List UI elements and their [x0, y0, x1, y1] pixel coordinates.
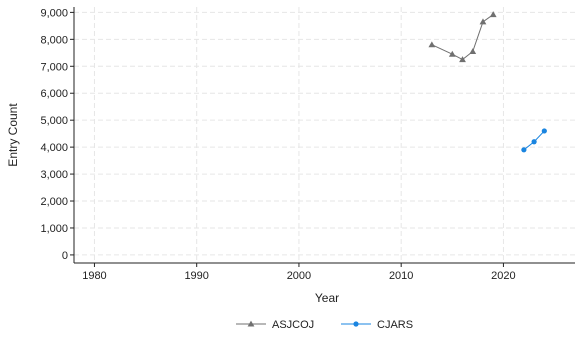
x-axis-title: Year — [315, 291, 339, 305]
data-point-asjcoj — [448, 50, 456, 57]
legend-marker-cjars — [353, 321, 359, 327]
y-tick-label: 9,000 — [40, 7, 68, 19]
series-cjars — [521, 128, 547, 153]
x-axis-ticks: 1980 1990 2000 2010 2020 — [82, 263, 516, 282]
legend: ASJCOJ CJARS — [236, 319, 413, 331]
legend-label-asjcoj: ASJCOJ — [272, 319, 314, 331]
y-tick-label: 0 — [62, 250, 68, 262]
legend-item-cjars: CJARS — [341, 319, 413, 331]
y-axis-title: Entry Count — [6, 103, 20, 167]
y-tick-label: 2,000 — [40, 196, 68, 208]
y-tick-label: 3,000 — [40, 169, 68, 181]
data-point-asjcoj — [459, 56, 466, 63]
y-tick-label: 8,000 — [40, 34, 68, 46]
data-point-asjcoj — [469, 48, 477, 55]
x-tick-label: 2000 — [287, 270, 311, 282]
y-tick-label: 6,000 — [40, 88, 68, 100]
y-tick-label: 5,000 — [40, 115, 68, 127]
plot-area — [74, 7, 575, 263]
legend-item-asjcoj: ASJCOJ — [236, 319, 314, 331]
x-tick-label: 2010 — [389, 270, 413, 282]
x-tick-label: 2020 — [491, 270, 515, 282]
axes — [73, 7, 575, 264]
y-axis-ticks: 0 1,000 2,000 3,000 4,000 5,000 6,000 7,000 8,00… — [40, 7, 74, 262]
x-tick-label: 1990 — [184, 270, 208, 282]
data-point-asjcoj — [428, 41, 436, 48]
x-tick-label: 1980 — [82, 270, 106, 282]
data-point-cjars — [531, 139, 537, 145]
y-tick-label: 1,000 — [40, 223, 68, 235]
data-point-asjcoj — [489, 11, 497, 18]
series-asjcoj — [428, 11, 497, 63]
grid-lines — [74, 7, 575, 263]
y-tick-label: 7,000 — [40, 61, 68, 73]
legend-label-cjars: CJARS — [377, 319, 413, 331]
series-group — [428, 11, 547, 153]
series-line-asjcoj — [431, 14, 494, 61]
data-point-asjcoj — [479, 18, 487, 25]
y-tick-label: 4,000 — [40, 142, 68, 154]
data-point-cjars — [541, 128, 547, 134]
legend-marker-asjcoj — [247, 320, 255, 327]
data-point-cjars — [521, 147, 527, 153]
